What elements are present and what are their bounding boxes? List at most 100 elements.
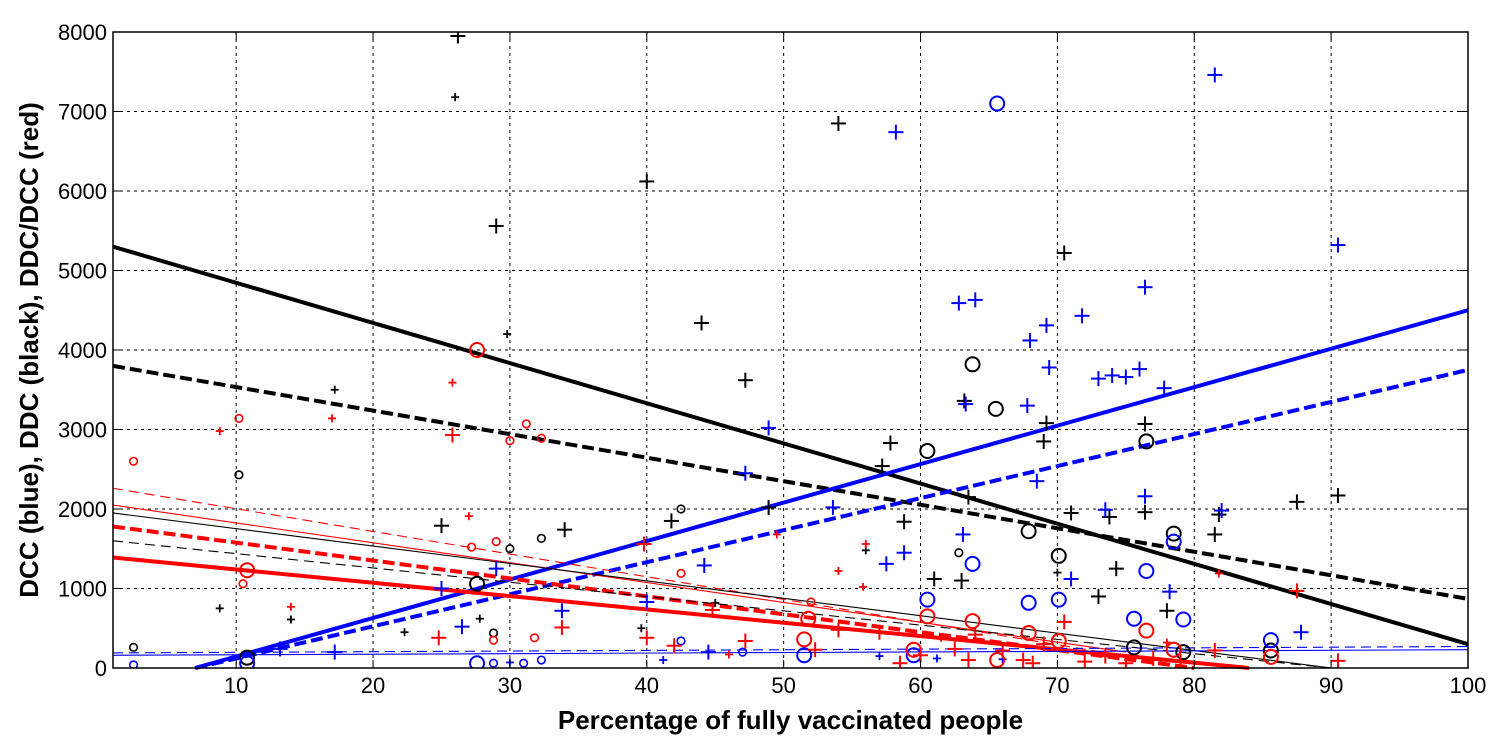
point-dcc xyxy=(1162,584,1178,600)
point-dcc-circle xyxy=(128,660,139,668)
point-ddc xyxy=(1090,588,1106,604)
point-dcc-circle xyxy=(989,95,1006,112)
point-ddc-dcc-circle xyxy=(469,342,486,358)
point-dcc xyxy=(272,641,288,657)
y-tick-label: 0 xyxy=(95,656,107,681)
point-ddc-circle xyxy=(1050,547,1067,564)
point-ddc xyxy=(433,518,449,534)
point-ddc-dcc xyxy=(666,638,682,654)
fit-line-dcc-solid xyxy=(112,649,1469,656)
y-tick-label: 6000 xyxy=(58,179,107,204)
point-ddc-circle xyxy=(919,442,936,459)
point-ddc-dcc xyxy=(830,622,846,638)
point-ddc xyxy=(830,115,846,131)
point-ddc-circle xyxy=(536,533,546,544)
fit-line-ddc-dcc-dashed xyxy=(112,524,1195,670)
point-ddc xyxy=(694,315,710,331)
point-ddc-dcc xyxy=(286,602,295,611)
point-ddc xyxy=(874,458,890,474)
point-ddc xyxy=(882,435,898,451)
point-ddc-dcc xyxy=(1207,643,1223,659)
point-ddc-dcc-circle xyxy=(234,413,244,423)
point-dcc-circle xyxy=(1262,632,1279,649)
point-dcc xyxy=(1029,473,1045,489)
point-ddc xyxy=(663,513,679,529)
point-dcc xyxy=(1097,502,1113,518)
point-ddc xyxy=(1289,494,1305,510)
point-ddc-dcc-circle xyxy=(491,536,501,547)
point-ddc xyxy=(1063,505,1079,521)
point-ddc xyxy=(737,372,753,388)
point-ddc-circle xyxy=(1165,525,1182,542)
point-ddc xyxy=(954,573,970,589)
point-dcc xyxy=(1074,308,1090,324)
point-dcc xyxy=(1137,488,1153,504)
point-dcc xyxy=(433,581,449,596)
point-dcc xyxy=(639,594,655,610)
point-ddc-dcc xyxy=(1025,655,1041,668)
x-tick-label: 80 xyxy=(1182,673,1206,698)
point-ddc-dcc xyxy=(937,633,946,642)
point-ddc-dcc-circle xyxy=(796,631,813,648)
point-ddc xyxy=(503,330,512,339)
point-ddc-circle xyxy=(234,470,244,480)
point-dcc-circle xyxy=(1138,563,1155,580)
fit-line-ddc-dcc-dashed xyxy=(112,487,1126,657)
point-ddc-dcc-circle xyxy=(505,436,515,446)
x-tick-label: 100 xyxy=(1450,673,1487,698)
fit-line-ddc-solid xyxy=(112,244,1469,647)
x-axis-title: Percentage of fully vaccinated people xyxy=(558,705,1023,735)
x-tick-label: 70 xyxy=(1045,673,1069,698)
point-ddc-dcc-circle xyxy=(1050,632,1067,649)
point-ddc-circle xyxy=(987,400,1004,417)
point-dcc xyxy=(1137,279,1153,295)
point-dcc xyxy=(1104,367,1120,383)
point-dcc xyxy=(825,499,841,515)
point-dcc xyxy=(1019,398,1035,414)
point-dcc-circle xyxy=(1050,591,1067,608)
point-ddc-dcc-circle xyxy=(1165,641,1182,658)
fit-line-ddc-dashed xyxy=(112,540,1332,669)
point-dcc-circle xyxy=(919,591,936,608)
fit-line-ddc-dashed xyxy=(112,363,1469,601)
y-tick-label: 4000 xyxy=(58,338,107,363)
point-dcc-circle xyxy=(536,655,546,665)
point-dcc-circle xyxy=(1020,594,1037,611)
y-tick-label: 5000 xyxy=(58,259,107,284)
point-ddc xyxy=(956,393,972,409)
point-dcc xyxy=(932,654,941,663)
point-ddc-dcc-circle xyxy=(536,433,546,443)
point-ddc xyxy=(1137,504,1153,520)
point-ddc-circle xyxy=(1020,523,1037,540)
point-ddc xyxy=(761,499,777,515)
x-tick-label: 10 xyxy=(224,673,248,698)
point-ddc-dcc xyxy=(327,414,336,423)
point-dcc xyxy=(554,603,570,619)
x-tick-label: 40 xyxy=(635,673,659,698)
y-axis-title: DCC (blue), DDC (black), DDC/DCC (red) xyxy=(14,102,44,597)
fit-line-dcc-solid xyxy=(194,308,1469,670)
y-tick-label: 7000 xyxy=(58,100,107,125)
point-ddc xyxy=(1108,561,1124,577)
point-ddc xyxy=(1207,526,1223,542)
point-dcc xyxy=(1118,369,1134,385)
x-tick-label: 60 xyxy=(908,673,932,698)
point-ddc-dcc xyxy=(1097,648,1113,664)
point-ddc xyxy=(1038,415,1054,431)
y-tick-label: 8000 xyxy=(58,20,107,45)
point-ddc xyxy=(1053,568,1062,577)
point-ddc xyxy=(1056,245,1072,261)
point-dcc xyxy=(888,124,904,140)
point-ddc-dcc xyxy=(960,652,976,668)
point-ddc-dcc-circle xyxy=(806,597,816,607)
point-dcc xyxy=(659,656,668,665)
point-ddc-dcc-circle xyxy=(521,419,531,429)
point-ddc-dcc xyxy=(834,567,843,576)
point-ddc-dcc xyxy=(871,624,887,640)
point-dcc xyxy=(1214,503,1230,519)
point-ddc-dcc-circle xyxy=(239,562,256,579)
point-ddc xyxy=(1211,507,1227,523)
point-ddc-circle xyxy=(128,642,139,652)
